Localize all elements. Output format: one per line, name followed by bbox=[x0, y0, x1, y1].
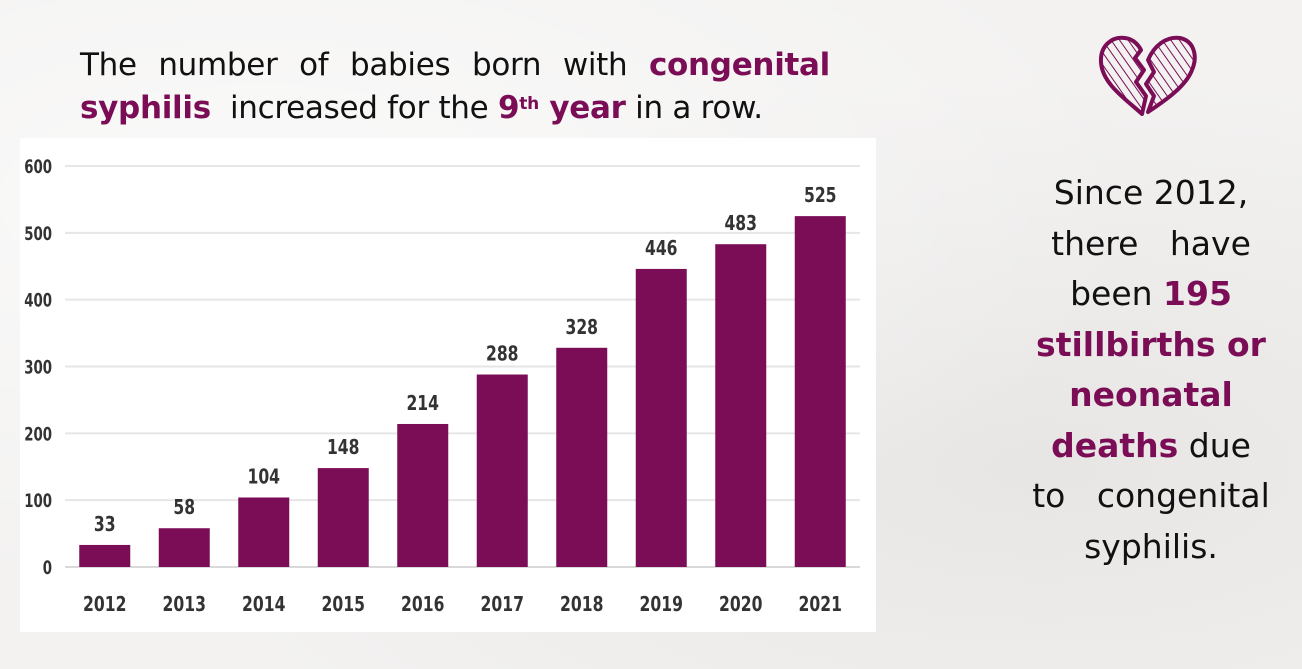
x-tick-label: 2021 bbox=[799, 593, 842, 616]
x-tick-label: 2013 bbox=[163, 593, 206, 616]
x-tick-label: 2017 bbox=[481, 593, 524, 616]
chart-card: 0 100 200 300 400 500 600 33 2012 58 2013 104 2014 14… bbox=[20, 138, 876, 632]
side-highlight-neonatal: neonatal bbox=[1069, 375, 1233, 414]
side-line-8: syphilis. bbox=[1084, 526, 1218, 566]
y-tick-label: 0 bbox=[43, 557, 52, 579]
side-line-3-text: been bbox=[1070, 274, 1164, 313]
y-tick-label: 300 bbox=[24, 357, 52, 379]
y-tick-label: 100 bbox=[24, 490, 52, 512]
bar bbox=[556, 347, 608, 567]
side-highlight-195: 195 bbox=[1163, 274, 1232, 313]
bar bbox=[79, 544, 131, 567]
bar bbox=[715, 244, 767, 567]
bar bbox=[158, 528, 210, 567]
x-tick-label: 2012 bbox=[83, 593, 126, 616]
bar bbox=[476, 374, 528, 567]
bar bbox=[238, 497, 290, 567]
data-label: 214 bbox=[406, 392, 439, 415]
data-label: 148 bbox=[327, 436, 360, 459]
headline-text-1: The number of babies born with bbox=[80, 47, 649, 83]
side-line-6: deaths due bbox=[1016, 421, 1286, 472]
headline-highlight-9: 9 bbox=[497, 90, 520, 126]
side-highlight-deaths: deaths bbox=[1051, 425, 1179, 465]
headline: The number of babies born with congenita… bbox=[80, 44, 830, 130]
headline-highlight-congenital-syphilis: congenital syphilis bbox=[80, 47, 830, 126]
side-highlight-stillbirths: stillbirths or bbox=[1036, 324, 1266, 364]
bar-chart: 0 100 200 300 400 500 600 33 2012 58 2013 104 2014 14… bbox=[24, 156, 860, 617]
side-line-7: to congenital bbox=[1032, 476, 1270, 515]
x-tick-label: 2018 bbox=[560, 593, 603, 616]
bar bbox=[317, 468, 369, 567]
x-tick-label: 2019 bbox=[640, 593, 683, 616]
data-label: 58 bbox=[173, 496, 195, 519]
bar bbox=[635, 268, 687, 567]
headline-text-3: in a row. bbox=[625, 90, 763, 126]
y-tick-label: 500 bbox=[24, 223, 52, 245]
x-tick-label: 2020 bbox=[719, 593, 762, 616]
headline-highlight-year: year bbox=[538, 90, 626, 126]
data-label: 288 bbox=[486, 343, 519, 366]
bar bbox=[794, 216, 846, 567]
side-line-3: been 195 bbox=[1016, 269, 1286, 320]
data-label: 328 bbox=[565, 316, 598, 339]
broken-heart-icon bbox=[1092, 26, 1202, 126]
data-label: 446 bbox=[645, 237, 678, 260]
side-line-6-text: due bbox=[1178, 425, 1251, 465]
data-label: 33 bbox=[94, 513, 116, 536]
side-statement: Since 2012, there have been 195 stillbir… bbox=[1016, 168, 1286, 572]
x-tick-label: 2016 bbox=[401, 593, 444, 616]
bar bbox=[397, 423, 449, 567]
y-tick-label: 600 bbox=[24, 156, 52, 178]
data-label: 104 bbox=[247, 466, 280, 489]
headline-text-2: increased for the bbox=[210, 90, 498, 126]
side-line-2: there have bbox=[1051, 223, 1251, 263]
side-line-1: Since 2012, bbox=[1053, 173, 1249, 212]
y-tick-label: 400 bbox=[24, 290, 52, 312]
x-tick-label: 2015 bbox=[322, 593, 365, 616]
headline-superscript-th: th bbox=[519, 94, 539, 114]
data-label: 525 bbox=[804, 184, 837, 207]
y-tick-label: 200 bbox=[24, 424, 52, 446]
x-tick-label: 2014 bbox=[242, 593, 285, 616]
data-label: 483 bbox=[724, 212, 757, 235]
